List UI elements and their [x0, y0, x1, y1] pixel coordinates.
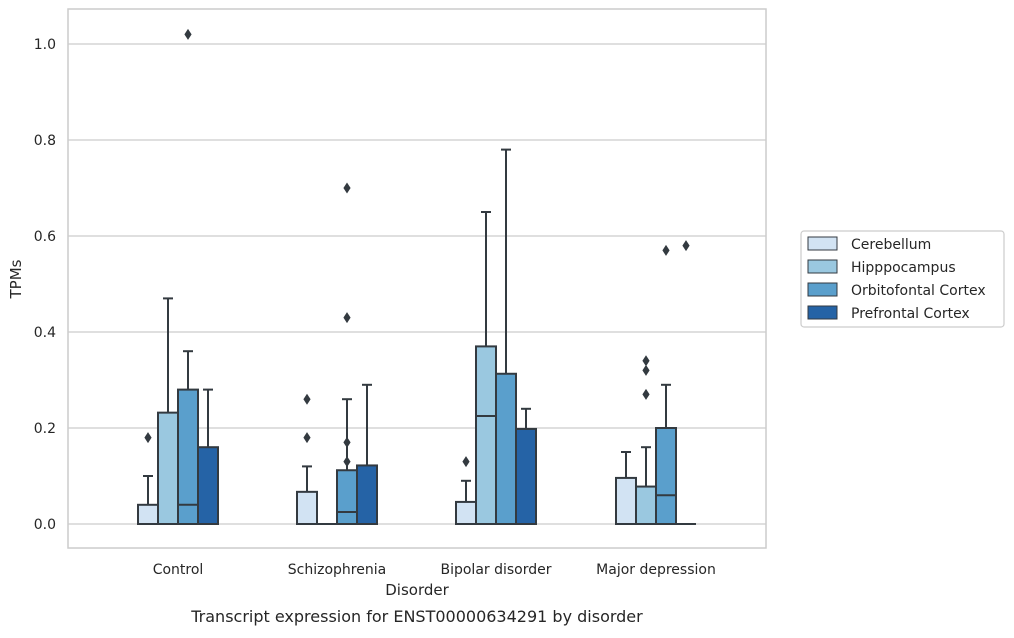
- box-group: [676, 240, 696, 525]
- box-group: [296, 393, 318, 525]
- box-group: [455, 456, 477, 526]
- box-group: [515, 407, 537, 525]
- y-tick-labels: 0.0 0.2 0.4 0.6 0.8 1.0: [34, 37, 56, 533]
- box-rect: [356, 464, 378, 526]
- box-group: [615, 451, 637, 526]
- outlier-marker: [343, 182, 351, 194]
- chart-title: Transcript expression for ENST0000063429…: [190, 607, 643, 626]
- y-tick-label: 0.4: [34, 325, 56, 341]
- box-rect: [197, 446, 219, 526]
- legend-frame: [800, 230, 1005, 328]
- outlier-marker: [343, 456, 351, 468]
- legend-swatch: [807, 282, 838, 297]
- y-axis-label: TPMs: [7, 259, 25, 299]
- legend-label: Orbitofontal Cortex: [851, 283, 986, 299]
- y-tick-label: 1.0: [34, 37, 56, 53]
- x-axis-label: Disorder: [385, 581, 449, 599]
- y-tick-label: 0.6: [34, 229, 56, 245]
- box-group: [177, 28, 199, 525]
- box-rect: [495, 372, 517, 526]
- box-rect: [157, 411, 179, 526]
- y-tick-label: 0.8: [34, 133, 56, 149]
- legend-swatch: [807, 259, 838, 274]
- outlier-marker: [642, 388, 650, 400]
- box-rect: [137, 503, 159, 525]
- outlier-marker: [303, 393, 311, 405]
- outlier-marker: [144, 432, 152, 444]
- legend-label: Cerebellum: [851, 237, 931, 253]
- legend: Cerebellum Hipppocampus Orbitofontal Corte…: [800, 230, 1005, 328]
- box-rect: [655, 427, 677, 525]
- legend-swatch: [807, 305, 838, 320]
- legend-label: Prefrontal Cortex: [851, 306, 970, 322]
- box-group: [655, 244, 677, 525]
- box-group: [137, 432, 159, 525]
- box-rect: [296, 490, 318, 525]
- box-group: [475, 211, 497, 525]
- box-rect: [635, 485, 657, 525]
- box-rect: [455, 500, 477, 526]
- box-group: [157, 297, 179, 526]
- box-rect: [515, 427, 537, 525]
- box-rect: [336, 469, 358, 525]
- box-group: [495, 148, 517, 526]
- outlier-marker: [682, 240, 690, 252]
- x-tick-label: Major depression: [596, 562, 716, 578]
- x-tick-labels: Control Schizophrenia Bipolar disorder Majo…: [153, 562, 716, 578]
- box-group: [336, 182, 358, 525]
- box-group: [197, 388, 219, 526]
- box-rect: [615, 476, 637, 526]
- box-group: [635, 355, 657, 525]
- outlier-marker: [642, 355, 650, 367]
- x-tick-label: Bipolar disorder: [440, 562, 551, 578]
- legend-swatch: [807, 236, 838, 251]
- outlier-marker: [462, 456, 470, 468]
- legend-label: Hipppocampus: [851, 260, 956, 276]
- y-tick-label: 0.0: [34, 517, 56, 533]
- y-tick-label: 0.2: [34, 421, 56, 437]
- x-tick-label: Schizophrenia: [288, 562, 386, 578]
- outlier-marker: [662, 244, 670, 256]
- boxes-layer: [137, 28, 696, 526]
- outlier-marker: [303, 432, 311, 444]
- x-tick-label: Control: [153, 562, 204, 578]
- box-group: [356, 383, 378, 526]
- box-rect: [475, 345, 497, 525]
- outlier-marker: [184, 28, 192, 40]
- outlier-marker: [642, 364, 650, 376]
- outlier-marker: [343, 312, 351, 324]
- plot-frame: [67, 8, 767, 549]
- outlier-marker: [343, 436, 351, 448]
